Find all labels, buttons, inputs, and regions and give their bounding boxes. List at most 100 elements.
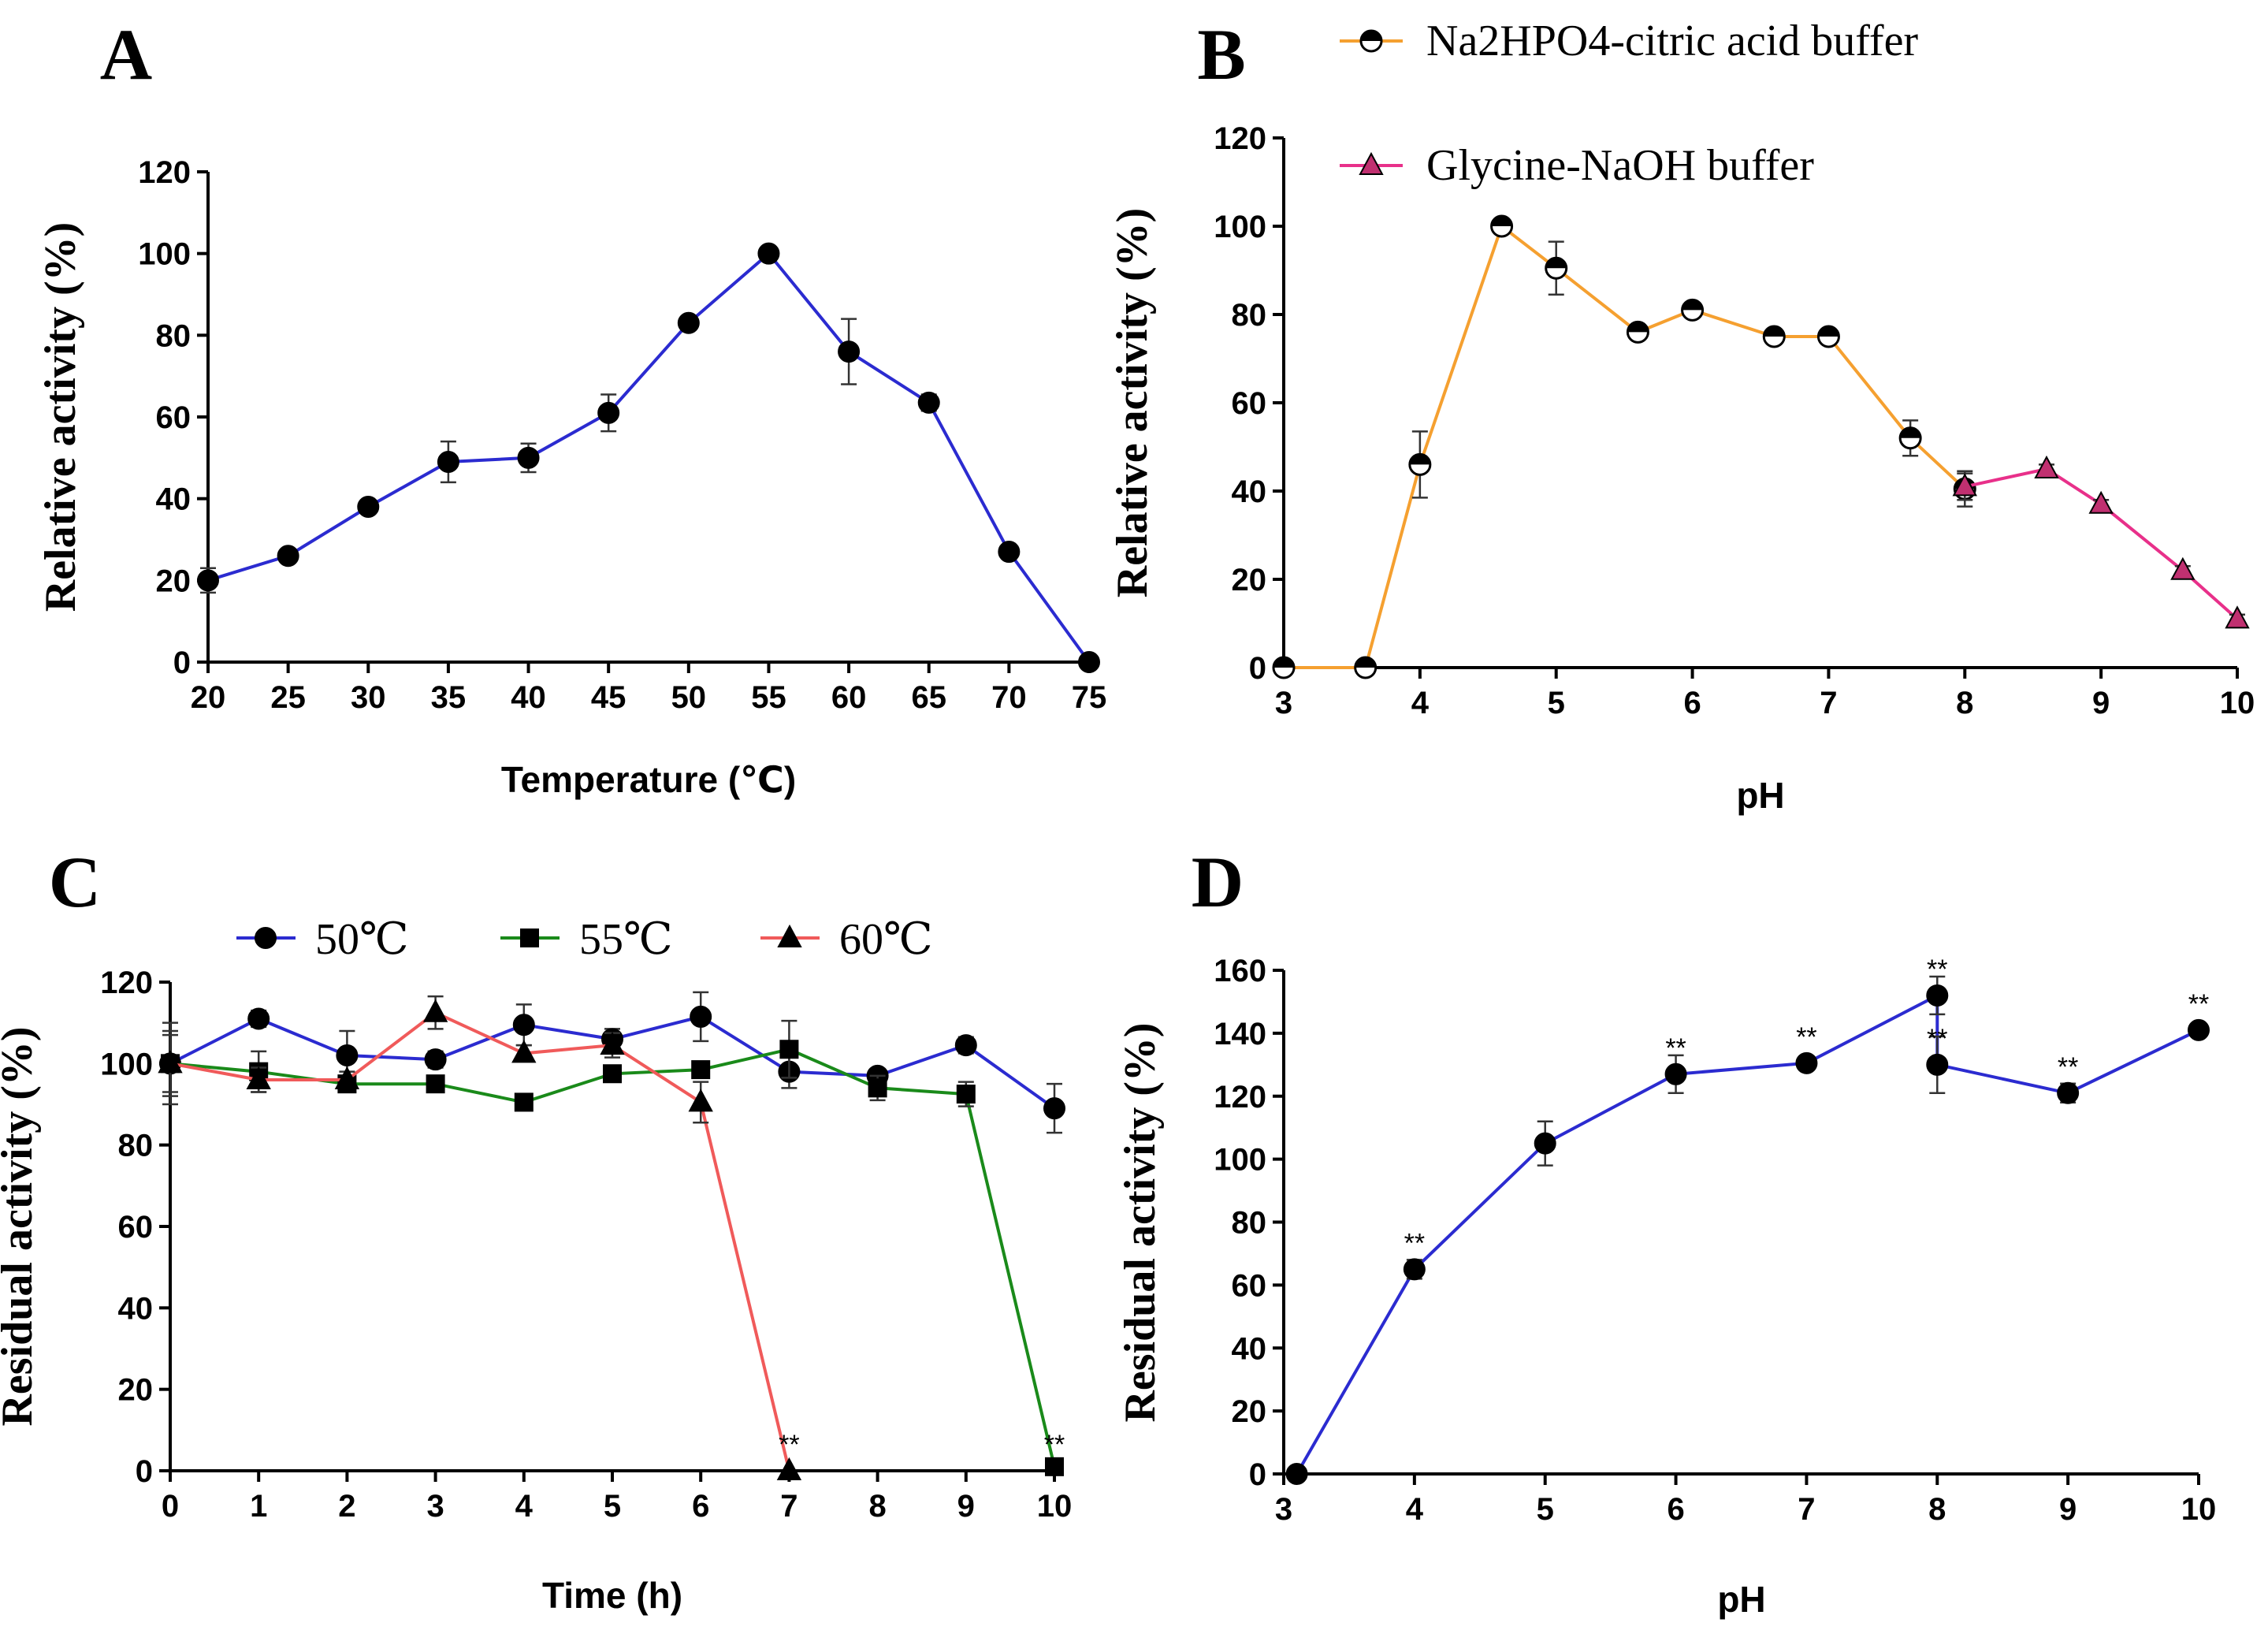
significance-annotation: ** xyxy=(1927,1024,1947,1054)
x-tick-label: 10 xyxy=(2181,1492,2217,1527)
y-tick-label: 80 xyxy=(118,1129,154,1163)
legend-marker xyxy=(1359,29,1383,53)
y-tick-label: 120 xyxy=(1214,1080,1266,1115)
legend-label: Na2HPO4-citric acid buffer xyxy=(1426,17,1918,65)
legend-b: Na2HPO4-citric acid buffer Glycine-NaOH b… xyxy=(1340,17,1918,190)
y-tick-label: 120 xyxy=(1214,121,1266,156)
y-axis-label: Residual activity (%) xyxy=(0,1026,42,1426)
data-point-fill xyxy=(1900,427,1921,438)
series-line xyxy=(1284,223,1966,669)
data-point xyxy=(334,1066,360,1089)
x-tick-label: 6 xyxy=(1683,686,1701,720)
significance-annotation: ** xyxy=(1796,1022,1816,1052)
x-tick-label: 10 xyxy=(1037,1489,1073,1524)
y-tick-label: 20 xyxy=(1232,1394,1267,1429)
y-tick-label: 100 xyxy=(100,1047,153,1081)
y-tick-label: 100 xyxy=(1214,1143,1266,1178)
data-point xyxy=(757,242,780,265)
x-tick-label: 9 xyxy=(957,1489,975,1524)
data-point xyxy=(1795,1051,1818,1074)
panel-a: A20 25 30 35 40 45 50 55 60 65 70 75020406080100120… xyxy=(36,14,1106,800)
x-tick-label: 7 xyxy=(1798,1492,1815,1527)
data-point-fill xyxy=(1682,300,1703,311)
x-tick-label: 9 xyxy=(2092,686,2110,720)
panel-letter-d: D xyxy=(1192,842,1244,922)
y-tick-label: 40 xyxy=(1232,1331,1267,1366)
data-point xyxy=(600,1031,625,1055)
significance-annotation: ** xyxy=(779,1430,799,1460)
y-tick-label: 140 xyxy=(1214,1017,1266,1051)
x-tick-label: 70 xyxy=(991,680,1027,715)
data-point xyxy=(779,1040,799,1059)
data-point xyxy=(597,401,620,424)
y-tick-label: 60 xyxy=(1232,386,1267,421)
y-tick-label: 0 xyxy=(1249,1457,1266,1492)
data-point xyxy=(917,391,940,414)
legend-marker xyxy=(777,924,802,947)
x-tick-label: 6 xyxy=(1667,1492,1684,1527)
data-point xyxy=(1272,656,1296,679)
significance-annotation: ** xyxy=(1404,1228,1425,1258)
data-point xyxy=(2088,490,2114,514)
data-point xyxy=(1898,426,1922,450)
x-axis-label: Time (h) xyxy=(542,1575,682,1616)
data-point xyxy=(517,446,540,469)
y-tick-label: 20 xyxy=(156,564,191,598)
series-b-1 xyxy=(1952,455,2250,629)
data-point xyxy=(2057,1081,2080,1104)
data-point xyxy=(1545,256,1568,280)
y-tick-label: 120 xyxy=(138,155,191,190)
data-point xyxy=(1762,325,1786,348)
x-tick-label: 3 xyxy=(426,1489,444,1524)
y-tick-label: 60 xyxy=(1232,1268,1267,1303)
series-b-0 xyxy=(1272,214,1976,679)
y-tick-label: 80 xyxy=(156,318,191,353)
x-tick-label: 4 xyxy=(515,1489,534,1524)
data-point xyxy=(197,569,219,592)
legend-label: 50℃ xyxy=(315,915,409,964)
legend-label: 55℃ xyxy=(579,915,673,964)
legend-marker xyxy=(520,929,539,947)
data-point xyxy=(357,496,380,519)
data-point-fill xyxy=(1627,322,1649,333)
data-point xyxy=(691,1060,711,1080)
data-point xyxy=(437,451,459,474)
series-c-2 xyxy=(158,995,802,1480)
y-tick-label: 40 xyxy=(118,1291,154,1326)
x-tick-label: 4 xyxy=(1406,1492,1424,1527)
data-point xyxy=(336,1044,359,1066)
data-point xyxy=(1403,1258,1426,1281)
data-point xyxy=(514,1092,534,1112)
x-tick-label: 40 xyxy=(511,680,546,715)
x-tick-label: 7 xyxy=(1820,686,1837,720)
data-point xyxy=(868,1078,887,1098)
y-tick-label: 120 xyxy=(100,966,153,1000)
significance-annotation: ** xyxy=(2058,1052,2078,1082)
y-tick-label: 100 xyxy=(138,237,191,272)
data-point-fill xyxy=(1545,258,1567,269)
data-point xyxy=(954,1034,977,1057)
series-d-0 xyxy=(1285,975,2210,1485)
series-c-0 xyxy=(159,991,1065,1134)
x-tick-label: 60 xyxy=(831,680,867,715)
data-point xyxy=(603,1064,622,1084)
data-point xyxy=(956,1085,976,1104)
legend-marker xyxy=(255,927,277,949)
x-tick-label: 1 xyxy=(250,1489,267,1524)
x-tick-label: 8 xyxy=(868,1489,886,1524)
significance-annotation: ** xyxy=(2188,989,2209,1019)
x-tick-label: 50 xyxy=(671,680,707,715)
data-point xyxy=(1681,298,1705,322)
x-axis-label: pH xyxy=(1736,775,1784,816)
x-tick-label: 9 xyxy=(2059,1492,2077,1527)
y-tick-label: 60 xyxy=(156,400,191,435)
data-point xyxy=(2034,455,2059,478)
x-tick-label: 7 xyxy=(780,1489,798,1524)
data-point-fill xyxy=(1409,454,1430,465)
data-point xyxy=(158,1050,183,1074)
x-axis-label: Temperature (℃) xyxy=(501,759,796,800)
y-tick-label: 100 xyxy=(1214,210,1266,244)
x-tick-label: 35 xyxy=(431,680,467,715)
